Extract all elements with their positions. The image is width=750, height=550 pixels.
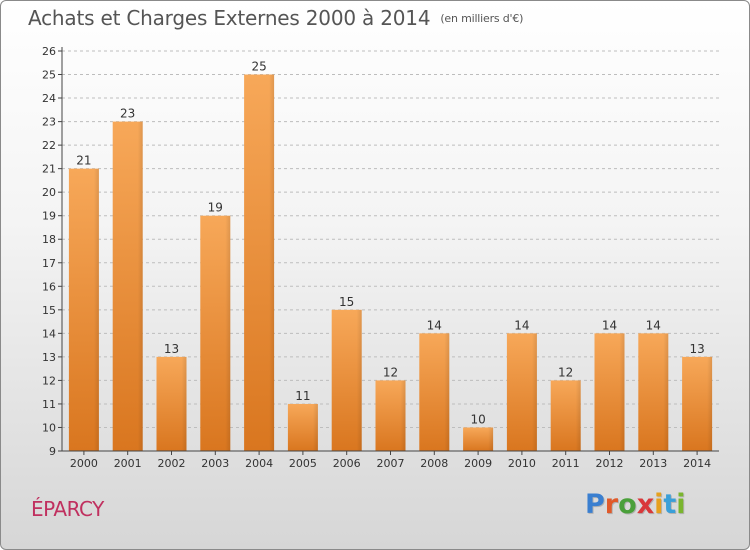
y-tick-label: 15 bbox=[42, 304, 56, 317]
bar-shade bbox=[225, 215, 231, 451]
y-tick-label: 21 bbox=[42, 163, 56, 176]
x-tick-label: 2010 bbox=[508, 457, 536, 470]
bar-shade bbox=[269, 74, 275, 451]
bar-shade bbox=[707, 356, 713, 451]
logo-letter: t bbox=[663, 489, 677, 520]
y-tick-label: 25 bbox=[42, 69, 56, 82]
y-tick-label: 18 bbox=[42, 233, 56, 246]
logo-letter: x bbox=[636, 489, 655, 520]
y-tick-label: 12 bbox=[42, 374, 56, 387]
bar-shade bbox=[93, 168, 99, 451]
x-tick-label: 2014 bbox=[683, 457, 711, 470]
y-tick-label: 17 bbox=[42, 257, 56, 270]
y-tick-label: 20 bbox=[42, 186, 56, 199]
bar-shade bbox=[181, 356, 187, 451]
proxiti-logo: Proxiti bbox=[585, 489, 686, 520]
logo-letter: o bbox=[618, 489, 637, 520]
bar-shade bbox=[531, 333, 537, 451]
data-label: 14 bbox=[427, 318, 442, 332]
y-tick-label: 19 bbox=[42, 210, 56, 223]
data-label: 14 bbox=[602, 318, 617, 332]
logo-letter: i bbox=[676, 489, 686, 520]
data-label: 12 bbox=[383, 365, 398, 379]
data-label: 14 bbox=[646, 318, 661, 332]
bar-shade bbox=[444, 333, 450, 451]
y-tick-label: 24 bbox=[42, 92, 56, 105]
x-tick-label: 2009 bbox=[464, 457, 492, 470]
x-tick-label: 2000 bbox=[70, 457, 98, 470]
data-label: 13 bbox=[164, 342, 179, 356]
y-tick-label: 26 bbox=[42, 45, 56, 58]
y-tick-label: 10 bbox=[42, 421, 56, 434]
y-tick-label: 11 bbox=[42, 398, 56, 411]
bar-shade bbox=[137, 121, 143, 452]
x-tick-label: 2011 bbox=[552, 457, 580, 470]
data-label: 15 bbox=[339, 295, 354, 309]
x-tick-label: 2005 bbox=[289, 457, 317, 470]
x-tick-label: 2002 bbox=[158, 457, 186, 470]
x-tick-label: 2013 bbox=[639, 457, 667, 470]
x-tick-label: 2008 bbox=[420, 457, 448, 470]
axes bbox=[58, 47, 719, 455]
bar-shade bbox=[400, 380, 406, 451]
logo-letter: r bbox=[604, 489, 619, 520]
commune-name: ÉPARCY bbox=[31, 497, 104, 521]
bar-shade bbox=[575, 380, 581, 451]
logo-letter: i bbox=[654, 489, 664, 520]
y-tick-label: 14 bbox=[42, 327, 56, 340]
labels: 9 10 11 12 13 14 15 16 17 18 19 20 21 22 23 24 25 26 21 200… bbox=[42, 45, 711, 470]
data-label: 19 bbox=[208, 201, 223, 215]
data-label: 13 bbox=[689, 342, 704, 356]
data-label: 23 bbox=[120, 107, 135, 121]
x-tick-label: 2004 bbox=[245, 457, 273, 470]
bar-shade bbox=[356, 309, 362, 451]
logo-letter: P bbox=[585, 489, 605, 520]
bar-shade bbox=[619, 333, 625, 451]
x-tick-label: 2001 bbox=[114, 457, 142, 470]
data-label: 12 bbox=[558, 365, 573, 379]
bar bbox=[463, 427, 494, 451]
data-label: 11 bbox=[295, 389, 310, 403]
x-tick-label: 2006 bbox=[333, 457, 361, 470]
x-tick-label: 2007 bbox=[377, 457, 405, 470]
y-tick-label: 9 bbox=[49, 445, 56, 458]
x-tick-label: 2003 bbox=[201, 457, 229, 470]
bar-shade bbox=[312, 403, 318, 451]
data-label: 21 bbox=[76, 154, 91, 168]
bar-shade bbox=[663, 333, 669, 451]
x-tick-label: 2012 bbox=[596, 457, 624, 470]
chart-title-text: Achats et Charges Externes 2000 à 2014 bbox=[28, 6, 431, 30]
bar-shade bbox=[488, 427, 494, 451]
data-label: 25 bbox=[251, 60, 266, 74]
y-tick-label: 22 bbox=[42, 139, 56, 152]
chart-subtitle: (en milliers d'€) bbox=[440, 12, 524, 25]
data-label: 10 bbox=[470, 412, 485, 426]
y-tick-label: 16 bbox=[42, 280, 56, 293]
data-label: 14 bbox=[514, 318, 529, 332]
y-tick-label: 13 bbox=[42, 351, 56, 364]
bars bbox=[68, 74, 713, 452]
chart-title: Achats et Charges Externes 2000 à 2014 (e… bbox=[28, 6, 523, 30]
y-tick-label: 23 bbox=[42, 116, 56, 129]
